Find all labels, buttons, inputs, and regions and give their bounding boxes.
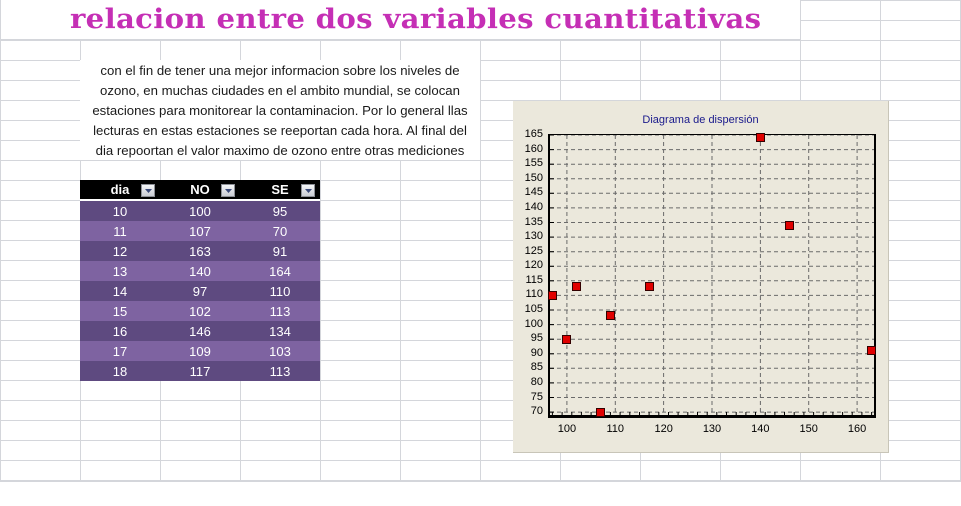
table-header-row: dia NO SE bbox=[80, 180, 320, 201]
table-row: 16 146 134 bbox=[80, 321, 320, 341]
data-point-marker bbox=[547, 290, 557, 300]
data-point-marker bbox=[562, 334, 572, 344]
cell[interactable]: 14 bbox=[80, 281, 160, 301]
cell[interactable]: 140 bbox=[160, 261, 240, 281]
data-point-marker bbox=[867, 346, 877, 356]
cell[interactable]: 107 bbox=[160, 221, 240, 241]
y-tick-label: 70 bbox=[530, 405, 543, 418]
filter-dropdown-button[interactable] bbox=[301, 184, 315, 197]
y-tick-label: 110 bbox=[525, 288, 543, 301]
cell[interactable]: 10 bbox=[80, 200, 160, 221]
data-table: dia NO SE 10 100 95 11 107 70 12 163 91 13 140 1… bbox=[80, 180, 320, 381]
cell[interactable]: 97 bbox=[160, 281, 240, 301]
y-tick-label: 105 bbox=[524, 303, 543, 315]
plot-area[interactable] bbox=[547, 133, 877, 418]
table-row: 17 109 103 bbox=[80, 341, 320, 361]
y-tick-label: 125 bbox=[524, 244, 543, 257]
cell[interactable]: 113 bbox=[240, 361, 320, 381]
cell[interactable]: 16 bbox=[80, 321, 160, 341]
data-point-marker bbox=[596, 407, 606, 417]
table-row: 15 102 113 bbox=[80, 301, 320, 321]
cell[interactable]: 110 bbox=[240, 281, 320, 301]
y-tick-label: 75 bbox=[530, 390, 543, 403]
description-line: estaciones para monitorear la contaminac… bbox=[92, 103, 468, 118]
description-line: ozono, en muchas ciudades en el ambito m… bbox=[100, 83, 460, 98]
data-point-marker bbox=[755, 133, 765, 143]
gridlines bbox=[550, 135, 874, 415]
cell[interactable]: 70 bbox=[240, 221, 320, 241]
table-row: 11 107 70 bbox=[80, 221, 320, 241]
cell[interactable]: 163 bbox=[160, 241, 240, 261]
y-tick-label: 165 bbox=[524, 128, 543, 140]
filter-dropdown-button[interactable] bbox=[141, 184, 155, 197]
cell[interactable]: 15 bbox=[80, 301, 160, 321]
y-tick-label: 100 bbox=[524, 317, 543, 330]
dropdown-arrow-icon bbox=[224, 188, 232, 193]
x-tick-label: 150 bbox=[799, 423, 818, 435]
data-point-marker bbox=[572, 282, 582, 292]
cell[interactable]: 109 bbox=[160, 341, 240, 361]
column-header-se: SE bbox=[240, 180, 320, 201]
description-cell[interactable] bbox=[80, 60, 480, 160]
data-point-marker bbox=[605, 311, 615, 321]
x-tick-label: 140 bbox=[751, 423, 770, 435]
cell[interactable]: 146 bbox=[160, 321, 240, 341]
y-tick-label: 155 bbox=[524, 157, 543, 170]
cell[interactable]: 17 bbox=[80, 341, 160, 361]
data-point-marker bbox=[784, 220, 794, 230]
dropdown-arrow-icon bbox=[144, 188, 152, 193]
title-row bbox=[0, 0, 801, 40]
y-tick-label: 145 bbox=[524, 186, 543, 199]
y-tick-label: 80 bbox=[530, 375, 543, 388]
y-tick-label: 140 bbox=[524, 200, 543, 213]
data-point-marker bbox=[644, 282, 654, 292]
cell[interactable]: 18 bbox=[80, 361, 160, 381]
cell[interactable]: 164 bbox=[240, 261, 320, 281]
x-tick-label: 100 bbox=[557, 423, 577, 435]
table-row: 14 97 110 bbox=[80, 281, 320, 301]
table-row: 18 117 113 bbox=[80, 361, 320, 381]
x-tick-label: 110 bbox=[606, 423, 625, 435]
chart-title: Diagrama de dispersión bbox=[642, 114, 759, 126]
y-tick-label: 120 bbox=[524, 259, 543, 272]
page-title: relacion entre dos variables cuantitativ… bbox=[70, 4, 762, 35]
table-row: 13 140 164 bbox=[80, 261, 320, 281]
column-header-no: NO bbox=[160, 180, 240, 201]
filter-dropdown-button[interactable] bbox=[221, 184, 235, 197]
cell[interactable]: 113 bbox=[240, 301, 320, 321]
x-tick-label: 120 bbox=[654, 423, 673, 435]
description-text: con el fin de tener una mejor informacio… bbox=[80, 61, 480, 161]
cell[interactable]: 103 bbox=[240, 341, 320, 361]
cell[interactable]: 102 bbox=[160, 301, 240, 321]
cell[interactable]: 117 bbox=[160, 361, 240, 381]
cell[interactable]: 95 bbox=[240, 200, 320, 221]
description-line: con el fin de tener una mejor informacio… bbox=[100, 63, 460, 78]
header-label: SE bbox=[271, 182, 289, 197]
dropdown-arrow-icon bbox=[304, 188, 312, 193]
column-header-dia: dia bbox=[80, 180, 160, 201]
cell[interactable]: 13 bbox=[80, 261, 160, 281]
y-tick-label: 95 bbox=[530, 332, 543, 345]
description-line: lecturas en estas estaciones se reeporta… bbox=[93, 123, 467, 138]
description-line: dia repoortan el valor maximo de ozono e… bbox=[95, 143, 465, 158]
y-tick-label: 130 bbox=[524, 230, 543, 243]
y-tick-label: 115 bbox=[525, 273, 543, 286]
cell[interactable]: 91 bbox=[240, 241, 320, 261]
x-tick-label: 130 bbox=[702, 423, 722, 435]
table-row: 10 100 95 bbox=[80, 200, 320, 221]
header-label: dia bbox=[110, 182, 130, 197]
x-tick-label: 160 bbox=[847, 423, 867, 435]
table-row: 12 163 91 bbox=[80, 241, 320, 261]
header-label: NO bbox=[190, 182, 210, 197]
cell[interactable]: 100 bbox=[160, 200, 240, 221]
y-tick-label: 85 bbox=[530, 361, 543, 374]
cell[interactable]: 134 bbox=[240, 321, 320, 341]
scatter-chart[interactable]: Diagrama de dispersión 165 160 155 150 145 14… bbox=[513, 101, 889, 453]
y-tick-label: 90 bbox=[530, 346, 543, 359]
cell[interactable]: 11 bbox=[80, 221, 160, 241]
cell[interactable]: 12 bbox=[80, 241, 160, 261]
y-tick-label: 160 bbox=[524, 142, 543, 155]
y-tick-label: 150 bbox=[524, 171, 543, 184]
y-tick-label: 135 bbox=[524, 215, 543, 228]
